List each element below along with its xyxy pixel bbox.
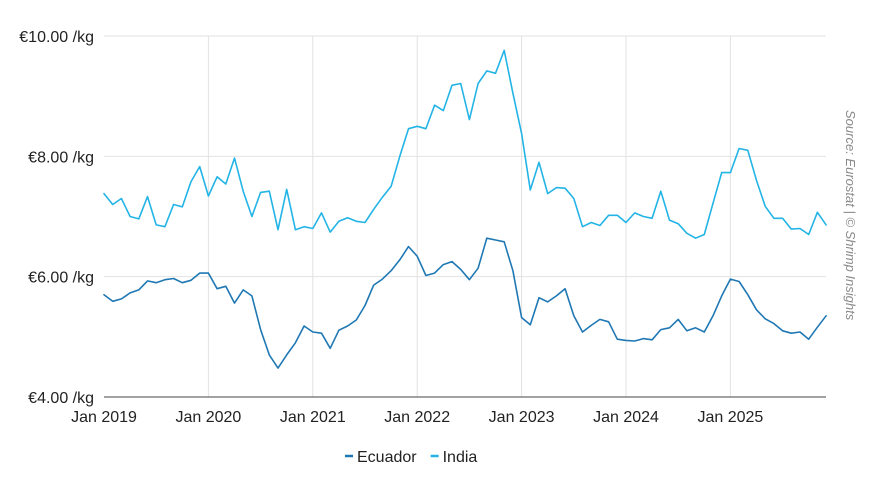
- x-tick-label: Jan 2021: [280, 409, 346, 426]
- source-note: Source: Eurostat | © Shrimp Insights: [843, 110, 858, 321]
- x-tick-label: Jan 2023: [489, 409, 555, 426]
- series-lines: [103, 49, 827, 369]
- x-tick-label: Jan 2020: [175, 409, 241, 426]
- x-tick-label: Jan 2022: [384, 409, 450, 426]
- y-tick-label: €10.00 /kg: [19, 29, 94, 46]
- x-tick-label: Jan 2025: [697, 409, 763, 426]
- legend-item-india[interactable]: India: [430, 449, 478, 466]
- x-tick-label: Jan 2024: [593, 409, 659, 426]
- y-tick-label: €4.00 /kg: [28, 390, 94, 407]
- y-axis-ticks: €10.00 /kg €8.00 /kg €6.00 /kg €4.00 /kg: [19, 29, 94, 407]
- series-line-ecuador: [103, 237, 827, 369]
- legend[interactable]: Ecuador India: [345, 449, 477, 466]
- legend-label: India: [443, 449, 478, 466]
- y-tick-label: €8.00 /kg: [28, 149, 94, 166]
- legend-item-ecuador[interactable]: Ecuador: [345, 449, 417, 466]
- x-tick-label: Jan 2019: [71, 409, 137, 426]
- legend-label: Ecuador: [357, 449, 417, 466]
- series-line-india: [103, 49, 827, 239]
- y-tick-label: €6.00 /kg: [28, 270, 94, 287]
- grid-lines: [104, 35, 826, 398]
- x-axis-ticks: Jan 2019 Jan 2020 Jan 2021 Jan 2022 Jan 2023…: [71, 409, 763, 426]
